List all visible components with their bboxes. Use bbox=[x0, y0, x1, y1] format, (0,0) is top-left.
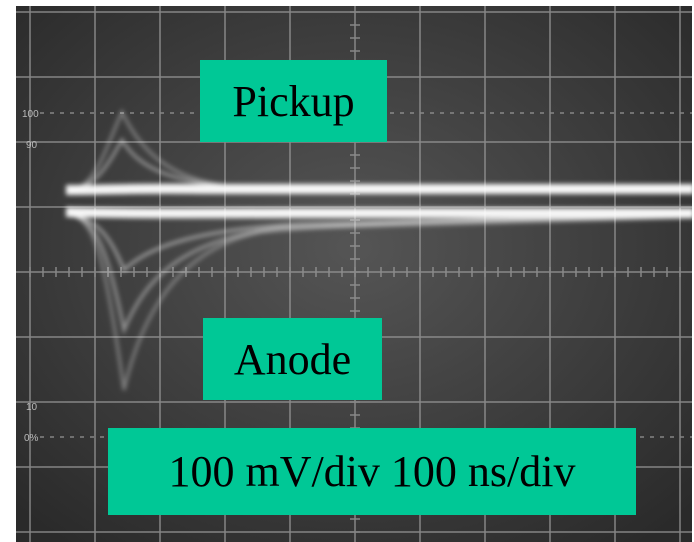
graticule-label: 90 bbox=[26, 140, 38, 151]
anode-label: Anode bbox=[203, 318, 382, 400]
graticule-label: 100 bbox=[22, 109, 39, 120]
graticule-label: 0% bbox=[24, 433, 39, 444]
graticule-label: 10 bbox=[26, 402, 38, 413]
scale-label: 100 mV/div 100 ns/div bbox=[108, 428, 636, 515]
pickup-label: Pickup bbox=[200, 60, 387, 142]
screenshot: 100 90 10 0% Pickup Anode 100 mV/div 100… bbox=[0, 0, 694, 542]
